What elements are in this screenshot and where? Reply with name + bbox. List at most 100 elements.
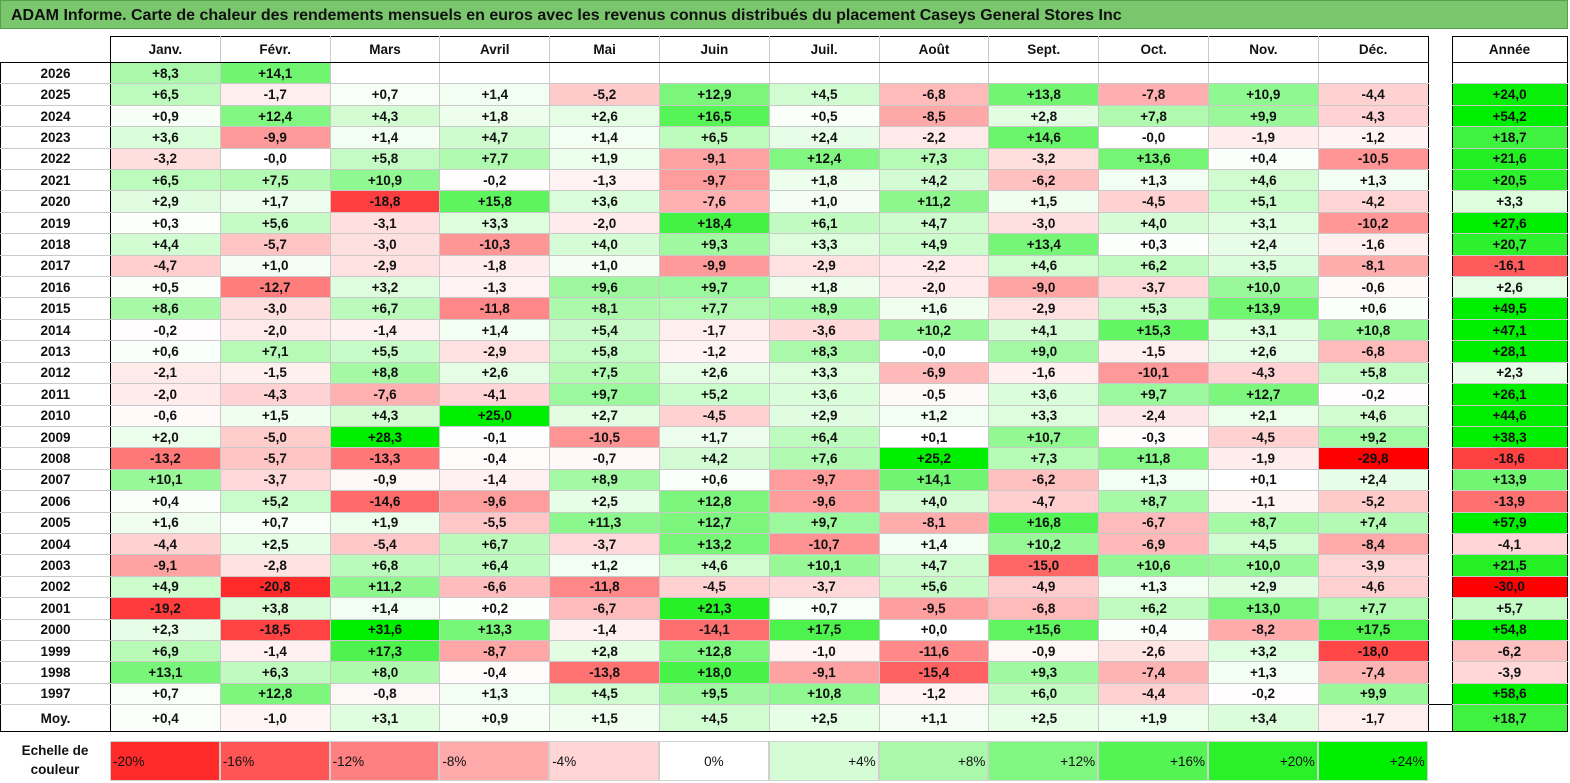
annual-header: Année [1451,36,1568,63]
month-return-cell [549,61,660,85]
month-return-cell: -6,7 [549,597,660,620]
annual-return-cell: +20,5 [1451,169,1568,192]
annual-return-cell: +27,6 [1451,211,1568,235]
month-return-cell: +5,8 [1317,361,1429,385]
legend-label: Echelle de couleur [0,741,110,781]
year-label: 2024 [0,104,111,128]
month-return-cell: +13,6 [1098,147,1209,171]
month-return-cell: +25,2 [878,447,990,470]
year-label: 2023 [0,126,111,149]
month-header: Juin [658,36,770,63]
column-gap [1428,190,1453,213]
month-return-cell: -0,0 [219,147,331,171]
month-return-cell: +2,9 [1207,575,1319,599]
legend-step: -16% [219,741,330,781]
average-row: Moy. +0,4 -1,0 +3,1 +0,9 +1,5 +4,5 +2,5 +1,1 +2,5… [0,704,1568,733]
month-return-cell: +8,3 [110,61,221,85]
annual-return-cell: -3,9 [1451,661,1568,684]
month-return-cell: +4,0 [1098,211,1209,235]
month-return-cell: +1,4 [878,532,990,556]
month-return-cell: -2,0 [110,383,221,406]
year-row: 2009 +2,0 -5,0 +28,3 -0,1 -10,5 +1,7 +6,4 +0,1 +1… [0,425,1568,449]
year-label: 2000 [0,618,111,641]
month-return-cell: +10,1 [768,554,880,577]
column-gap [1428,704,1453,733]
month-return-cell: +3,1 [1207,211,1319,235]
month-return-cell: +4,2 [658,447,770,470]
year-label: 2005 [0,511,111,534]
month-return-cell: +10,2 [878,318,990,342]
month-return-cell: +1,5 [549,704,660,733]
legend-step: -8% [439,741,550,781]
month-return-cell: +9,3 [658,233,770,256]
month-return-cell: +1,4 [549,126,660,149]
legend-step: -20% [110,741,220,781]
month-header: Févr. [219,36,331,63]
month-return-cell: -0,2 [1207,682,1319,706]
month-return-cell: +1,5 [988,190,1100,213]
month-return-cell: +10,8 [768,682,880,706]
month-return-cell: +5,3 [1098,297,1209,320]
month-return-cell: +5,1 [1207,190,1319,213]
month-return-cell: +1,3 [1098,468,1209,492]
month-return-cell: +12,8 [658,639,770,663]
annual-return-cell: -18,6 [1451,447,1568,470]
month-return-cell: +10,0 [1207,554,1319,577]
column-gap [1428,619,1453,641]
month-return-cell: +12,8 [219,682,331,706]
month-return-cell: -5,4 [329,532,441,556]
column-gap [1428,105,1453,127]
month-return-cell: +25,0 [439,404,551,427]
month-return-cell: -1,2 [658,340,770,363]
annual-return-cell: +26,1 [1451,383,1568,406]
month-return-cell: +2,1 [1207,404,1319,427]
month-return-cell: +13,1 [110,661,221,684]
month-header: Mars [329,36,441,63]
year-label: 2013 [0,340,111,363]
month-return-cell: +0,2 [439,597,551,620]
month-return-cell: +2,5 [768,704,880,733]
month-return-cell: -11,8 [439,297,551,320]
month-return-cell [658,61,770,85]
month-return-cell: -1,9 [1207,447,1319,470]
year-label: 2018 [0,233,111,256]
month-return-cell: +0,6 [110,340,221,363]
month-return-cell: +4,6 [1317,404,1429,427]
year-label: 2010 [0,404,111,427]
year-label: 2026 [0,61,111,85]
month-return-cell: +7,4 [1317,511,1429,534]
month-return-cell: +3,3 [768,233,880,256]
month-return-cell: +10,2 [988,532,1100,556]
year-row: 2018 +4,4 -5,7 -3,0 -10,3 +4,0 +9,3 +3,3 +4,9 +13… [0,233,1568,256]
month-return-cell: -10,3 [439,233,551,256]
legend-step: +4% [768,741,879,781]
month-return-cell: +0,5 [110,276,221,299]
month-return-cell: +0,0 [878,618,990,641]
month-return-cell: -1,7 [658,318,770,342]
month-return-cell: +9,9 [1317,682,1429,706]
month-return-cell [1317,61,1429,85]
annual-return-cell: -16,1 [1451,254,1568,278]
column-gap [1428,255,1453,277]
column-gap [1428,169,1453,191]
month-return-cell: +11,2 [878,190,990,213]
month-return-cell: +1,4 [329,597,441,620]
month-return-cell: +1,9 [329,511,441,534]
month-return-cell: +14,6 [988,126,1100,149]
month-return-cell: +4,5 [1207,532,1319,556]
month-return-cell: +6,9 [110,639,221,663]
month-return-cell: +6,5 [658,126,770,149]
year-label: 2004 [0,532,111,556]
month-return-cell: +1,8 [768,276,880,299]
column-gap [1428,212,1453,234]
month-return-cell: -5,2 [549,83,660,106]
annual-return-cell: -30,0 [1451,575,1568,599]
year-label: 2009 [0,425,111,449]
month-return-cell [988,61,1100,85]
annual-return-cell: +18,7 [1451,126,1568,149]
month-return-cell: +2,4 [768,126,880,149]
month-return-cell: +12,7 [658,511,770,534]
year-row: 2007 +10,1 -3,7 -0,9 -1,4 +8,9 +0,6 -9,7 +14,1 -6… [0,468,1568,492]
month-return-cell: -11,6 [878,639,990,663]
month-return-cell: +6,7 [439,532,551,556]
